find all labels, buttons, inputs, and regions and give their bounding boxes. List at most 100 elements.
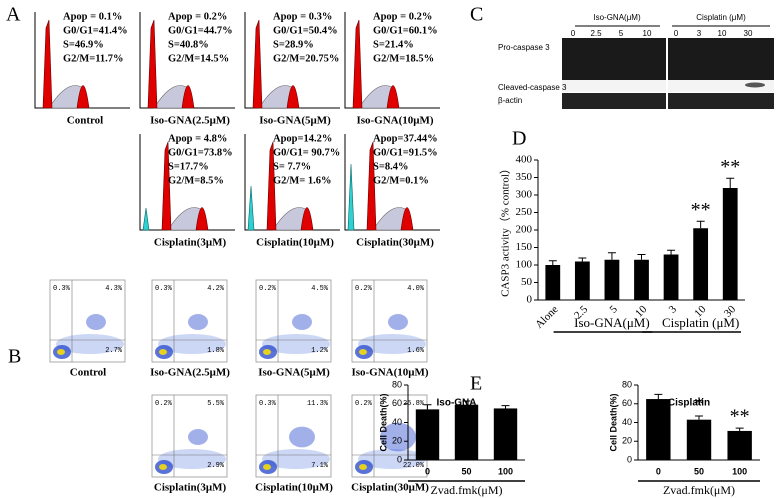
dot-plot-frame xyxy=(151,279,228,363)
stat: G0/G1=60.1% xyxy=(373,25,438,36)
stat: G2/M= 1.6% xyxy=(273,175,331,186)
caption: Cisplatin(10μM) xyxy=(256,237,334,249)
quadrant-value: 4.0% xyxy=(407,285,425,293)
dot-core xyxy=(159,464,167,470)
quadrant-value: 0.3% xyxy=(155,285,173,293)
dot-core xyxy=(159,349,167,355)
histogram-g1 xyxy=(42,19,53,109)
dot-cloud xyxy=(289,426,315,448)
x-tick-label: 5 xyxy=(607,303,620,316)
caption: Iso-GNA(10μM) xyxy=(351,367,428,379)
histogram-g2 xyxy=(386,85,400,109)
significance: ** xyxy=(720,156,740,178)
histogram-g1 xyxy=(252,19,263,109)
quadrant-value: 0.3% xyxy=(53,285,71,293)
y-tick-label: 40 xyxy=(622,417,632,427)
bar xyxy=(686,419,712,460)
stat: S=40.8% xyxy=(168,39,209,50)
y-tick-label: 150 xyxy=(516,241,533,253)
blot-band xyxy=(745,82,765,88)
axis xyxy=(344,12,440,109)
stat: G2/M=20.75% xyxy=(273,53,339,64)
error-bar xyxy=(637,254,646,260)
axis xyxy=(34,12,130,109)
quadrant-value: 2.9% xyxy=(207,462,225,470)
y-tick-label: 300 xyxy=(516,189,533,201)
quadrant-value: 2.7% xyxy=(105,347,123,355)
dot-core xyxy=(263,349,271,355)
error-bar xyxy=(578,257,587,262)
row-label: β-actin xyxy=(498,96,522,105)
dot-plot-frame xyxy=(49,279,126,363)
stat: G2/M=11.7% xyxy=(63,53,124,64)
error-bar xyxy=(607,252,616,260)
y-tick-label: 250 xyxy=(516,206,533,218)
histogram-apop xyxy=(247,185,255,231)
quadrant-value: 1.6% xyxy=(407,347,425,355)
dot-cloud xyxy=(188,314,208,330)
stat: G0/G1=41.4% xyxy=(63,25,128,36)
lane-label: 10 xyxy=(718,29,727,38)
stat: Apop = 0.2% xyxy=(168,11,227,22)
y-tick-label: 0 xyxy=(527,294,533,306)
dot-cloud xyxy=(56,334,124,354)
stat: Apop = 0.1% xyxy=(63,11,122,22)
histogram-apop xyxy=(142,207,150,231)
stat: G0/G1= 90.7% xyxy=(273,147,340,158)
lane-label: 5 xyxy=(619,29,624,38)
stat: S=8.4% xyxy=(373,161,408,172)
x-tick-label: 3 xyxy=(667,303,680,316)
quadrant-value: 1.8% xyxy=(207,347,225,355)
dot-core xyxy=(57,349,65,355)
error-bar xyxy=(726,177,735,188)
caption: Iso-GNA(2.5μM) xyxy=(150,115,230,127)
histogram-g1 xyxy=(366,141,377,231)
error-bar xyxy=(695,415,703,420)
stat: S=28.9% xyxy=(273,39,314,50)
dot-cloud xyxy=(388,314,408,330)
histogram-apop xyxy=(347,163,355,231)
y-tick-label: 60 xyxy=(622,398,632,408)
caption: Iso-GNA(10μM) xyxy=(356,115,433,127)
x-tick-label: 0 xyxy=(425,466,430,476)
bar xyxy=(545,265,561,300)
quadrant-value: 5.5% xyxy=(207,400,225,408)
histogram-g1 xyxy=(352,19,363,109)
x-axis-label: Zvad.fmk(μM) xyxy=(430,483,502,497)
dot-cloud xyxy=(188,429,208,445)
bar xyxy=(727,430,752,460)
dot-cloud xyxy=(86,314,106,330)
stat: Apop = 4.8% xyxy=(168,133,227,144)
x-tick-label: 100 xyxy=(732,466,747,476)
stat: G2/M=8.5% xyxy=(168,175,224,186)
caption: Control xyxy=(70,367,106,379)
error-bar xyxy=(501,405,510,409)
lane-label: 0 xyxy=(571,29,576,38)
bar xyxy=(693,228,709,300)
panel-label: D xyxy=(512,128,526,150)
row-label: Cleaved-caspase 3 xyxy=(498,83,567,92)
lane-label: 2.5 xyxy=(590,29,602,38)
histogram-g2 xyxy=(286,85,300,109)
y-tick-label: 80 xyxy=(392,379,402,389)
dot-cloud xyxy=(158,334,226,354)
quadrant-value: 22.0% xyxy=(403,462,425,470)
dot-plot-frame xyxy=(255,279,332,363)
quadrant-value: 7.1% xyxy=(311,462,329,470)
y-tick-label: 50 xyxy=(521,276,533,288)
dot-cloud xyxy=(262,449,330,469)
stat: G0/G1=50.4% xyxy=(273,25,338,36)
error-bar xyxy=(423,404,432,410)
quadrant-value: 0.3% xyxy=(259,400,277,408)
dot-core xyxy=(359,464,367,470)
quadrant-value: 4.2% xyxy=(207,285,225,293)
y-axis-label: Cell Death(%) xyxy=(378,393,388,451)
bar xyxy=(574,261,590,300)
quadrant-value: 0.2% xyxy=(259,285,277,293)
caption: Iso-GNA(5μM) xyxy=(259,115,331,127)
histogram-g2 xyxy=(400,207,414,231)
x-tick-label: 50 xyxy=(461,466,471,476)
x-tick-label: Alone xyxy=(533,303,561,331)
caption: Cisplatin(3μM) xyxy=(154,482,227,494)
